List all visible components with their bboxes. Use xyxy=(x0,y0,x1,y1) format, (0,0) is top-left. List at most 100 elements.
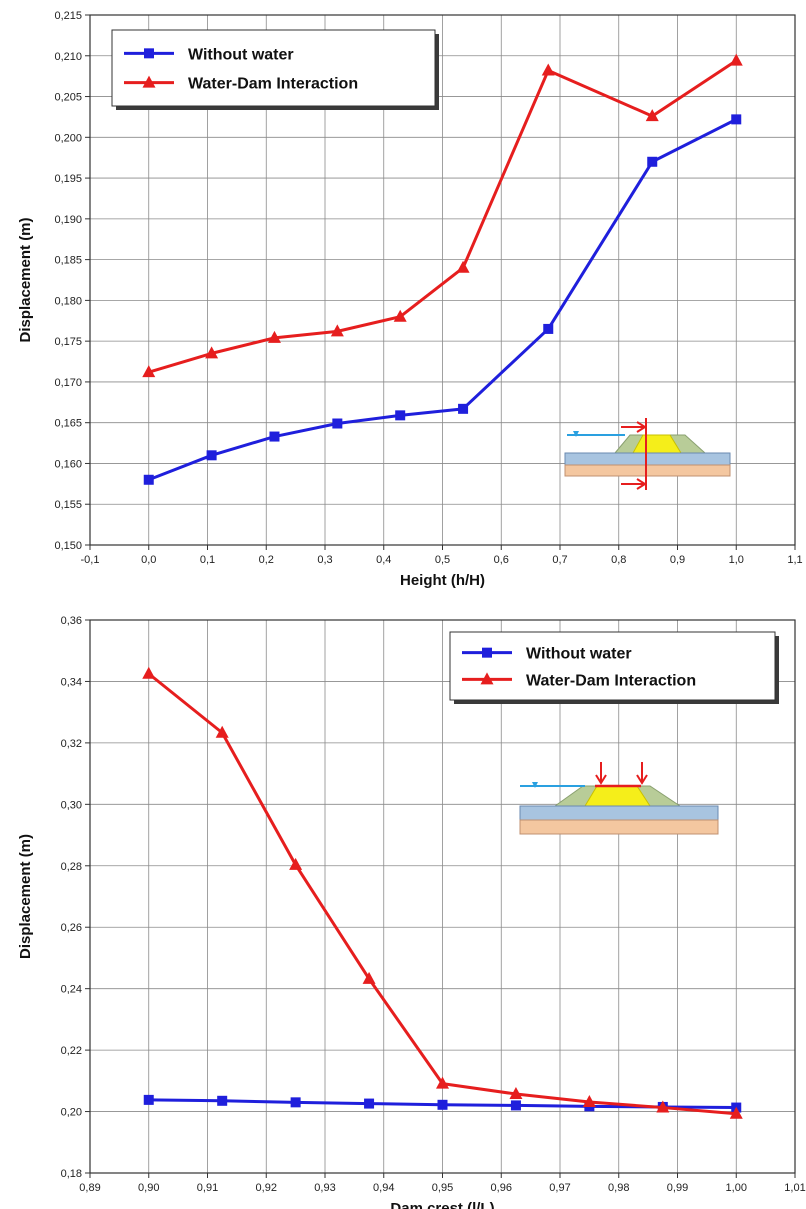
data-point-without-water xyxy=(217,1095,228,1106)
data-point-without-water xyxy=(364,1098,375,1109)
legend-box xyxy=(111,29,436,107)
x-tick-label: 1,01 xyxy=(784,1182,805,1194)
data-point-without-water xyxy=(332,418,343,429)
x-tick-label: 0,0 xyxy=(141,554,156,566)
y-tick-label: 0,200 xyxy=(54,132,82,144)
data-point-without-water xyxy=(437,1099,448,1110)
chart-displacement-vs-dam-crest: 0,89 0,90 0,91 0,92 0,93 0,94 0,95 0,96 0,97 0,98… xyxy=(17,615,806,1209)
y-axis-title: Displacement (m) xyxy=(17,834,34,959)
x-tick-label: 0,7 xyxy=(552,554,567,566)
y-tick-label: 0,155 xyxy=(54,499,82,511)
data-point-water-dam-interaction xyxy=(267,330,281,343)
x-tick-label: 0,90 xyxy=(138,1182,159,1194)
y-tick-label: 0,180 xyxy=(54,295,82,307)
arrow-head-icon xyxy=(636,421,647,433)
data-point-water-dam-interaction xyxy=(729,1106,743,1119)
data-point-water-dam-interaction xyxy=(645,109,659,122)
legend-marker-icon xyxy=(144,48,154,59)
x-tick-label: 1,00 xyxy=(726,1182,747,1194)
y-tick-label: 0,185 xyxy=(54,255,82,267)
y-tick-label: 0,20 xyxy=(61,1107,82,1119)
x-tick-label: 0,95 xyxy=(432,1182,453,1194)
x-tick-label: 0,97 xyxy=(549,1182,570,1194)
data-point-water-dam-interaction xyxy=(142,666,156,679)
y-tick-label: 0,32 xyxy=(61,738,82,750)
data-point-water-dam-interaction xyxy=(582,1095,596,1108)
y-tick-label: 0,150 xyxy=(54,540,82,552)
x-tick-label: -0,1 xyxy=(81,554,100,566)
y-tick-label: 0,36 xyxy=(61,615,82,627)
y-tick-label: 0,215 xyxy=(54,10,82,22)
x-tick-label: 0,2 xyxy=(259,554,274,566)
data-point-without-water xyxy=(731,114,742,125)
x-tick-label: 0,8 xyxy=(611,554,626,566)
x-tick-label: 0,6 xyxy=(494,554,509,566)
x-tick-label: 0,89 xyxy=(79,1182,100,1194)
data-point-without-water xyxy=(647,156,658,167)
data-point-without-water xyxy=(395,410,406,421)
x-tick-label: 1,0 xyxy=(729,554,744,566)
plot-frame xyxy=(89,619,796,1174)
x-tick-label: 0,92 xyxy=(256,1182,277,1194)
water-level-icon xyxy=(573,431,579,437)
y-tick-label: 0,195 xyxy=(54,173,82,185)
data-point-water-dam-interaction xyxy=(215,725,229,738)
y-tick-label: 0,165 xyxy=(54,418,82,430)
data-point-without-water xyxy=(269,431,280,442)
y-tick-label: 0,160 xyxy=(54,458,82,470)
legend-label: Without water xyxy=(526,646,632,663)
x-tick-label: 0,94 xyxy=(373,1182,394,1194)
legend-marker-icon xyxy=(482,647,492,658)
data-point-water-dam-interaction xyxy=(456,260,470,273)
y-tick-label: 0,26 xyxy=(61,922,82,934)
legend-box xyxy=(449,631,776,701)
y-tick-label: 0,22 xyxy=(61,1045,82,1057)
data-point-without-water xyxy=(206,450,217,461)
plot-frame xyxy=(89,14,796,546)
x-tick-label: 0,98 xyxy=(608,1182,629,1194)
x-tick-label: 0,93 xyxy=(314,1182,335,1194)
data-point-water-dam-interaction xyxy=(436,1076,449,1089)
data-point-water-dam-interaction xyxy=(393,309,407,322)
x-tick-label: 0,96 xyxy=(491,1182,512,1194)
data-point-without-water xyxy=(458,403,469,414)
x-tick-label: 1,1 xyxy=(787,554,802,566)
bedrock-layer-shape xyxy=(519,819,719,835)
x-tick-label: 0,4 xyxy=(376,554,391,566)
y-tick-label: 0,34 xyxy=(61,676,82,688)
legend-label: Water-Dam Interaction xyxy=(526,672,696,689)
legend-label: Water-Dam Interaction xyxy=(188,76,358,93)
data-point-without-water xyxy=(510,1100,521,1111)
data-point-water-dam-interaction xyxy=(541,63,555,76)
data-point-water-dam-interaction xyxy=(656,1100,670,1113)
arrow-head-icon xyxy=(595,774,607,785)
data-point-water-dam-interaction xyxy=(142,365,156,378)
y-tick-label: 0,18 xyxy=(61,1168,82,1180)
data-point-without-water xyxy=(543,323,554,334)
arrow-head-icon xyxy=(636,774,648,785)
data-point-water-dam-interaction xyxy=(330,324,344,337)
y-tick-label: 0,190 xyxy=(54,214,82,226)
y-tick-label: 0,30 xyxy=(61,799,82,811)
x-tick-label: 0,1 xyxy=(200,554,215,566)
data-point-without-water xyxy=(143,474,154,485)
foundation-layer-shape xyxy=(519,805,719,821)
water-level-icon xyxy=(532,782,538,788)
x-tick-label: 0,3 xyxy=(317,554,332,566)
y-tick-label: 0,175 xyxy=(54,336,82,348)
legend-marker-icon xyxy=(480,672,494,685)
y-tick-label: 0,28 xyxy=(61,861,82,873)
x-tick-label: 0,99 xyxy=(667,1182,688,1194)
legend-label: Without water xyxy=(188,46,294,63)
data-point-water-dam-interaction xyxy=(509,1087,523,1100)
data-point-water-dam-interaction xyxy=(729,53,743,66)
y-tick-label: 0,170 xyxy=(54,377,82,389)
x-tick-label: 0,5 xyxy=(435,554,450,566)
x-axis-title: Height (h/H) xyxy=(400,572,485,589)
x-tick-label: 0,9 xyxy=(670,554,685,566)
y-tick-label: 0,210 xyxy=(54,51,82,63)
legend-marker-icon xyxy=(142,75,156,88)
chart-displacement-vs-height: -0,1 0,0 0,1 0,2 0,3 0,4 0,5 0,6 0,7 0,8 0,9 1,0 1,1… xyxy=(17,10,803,589)
data-point-without-water xyxy=(290,1097,301,1108)
